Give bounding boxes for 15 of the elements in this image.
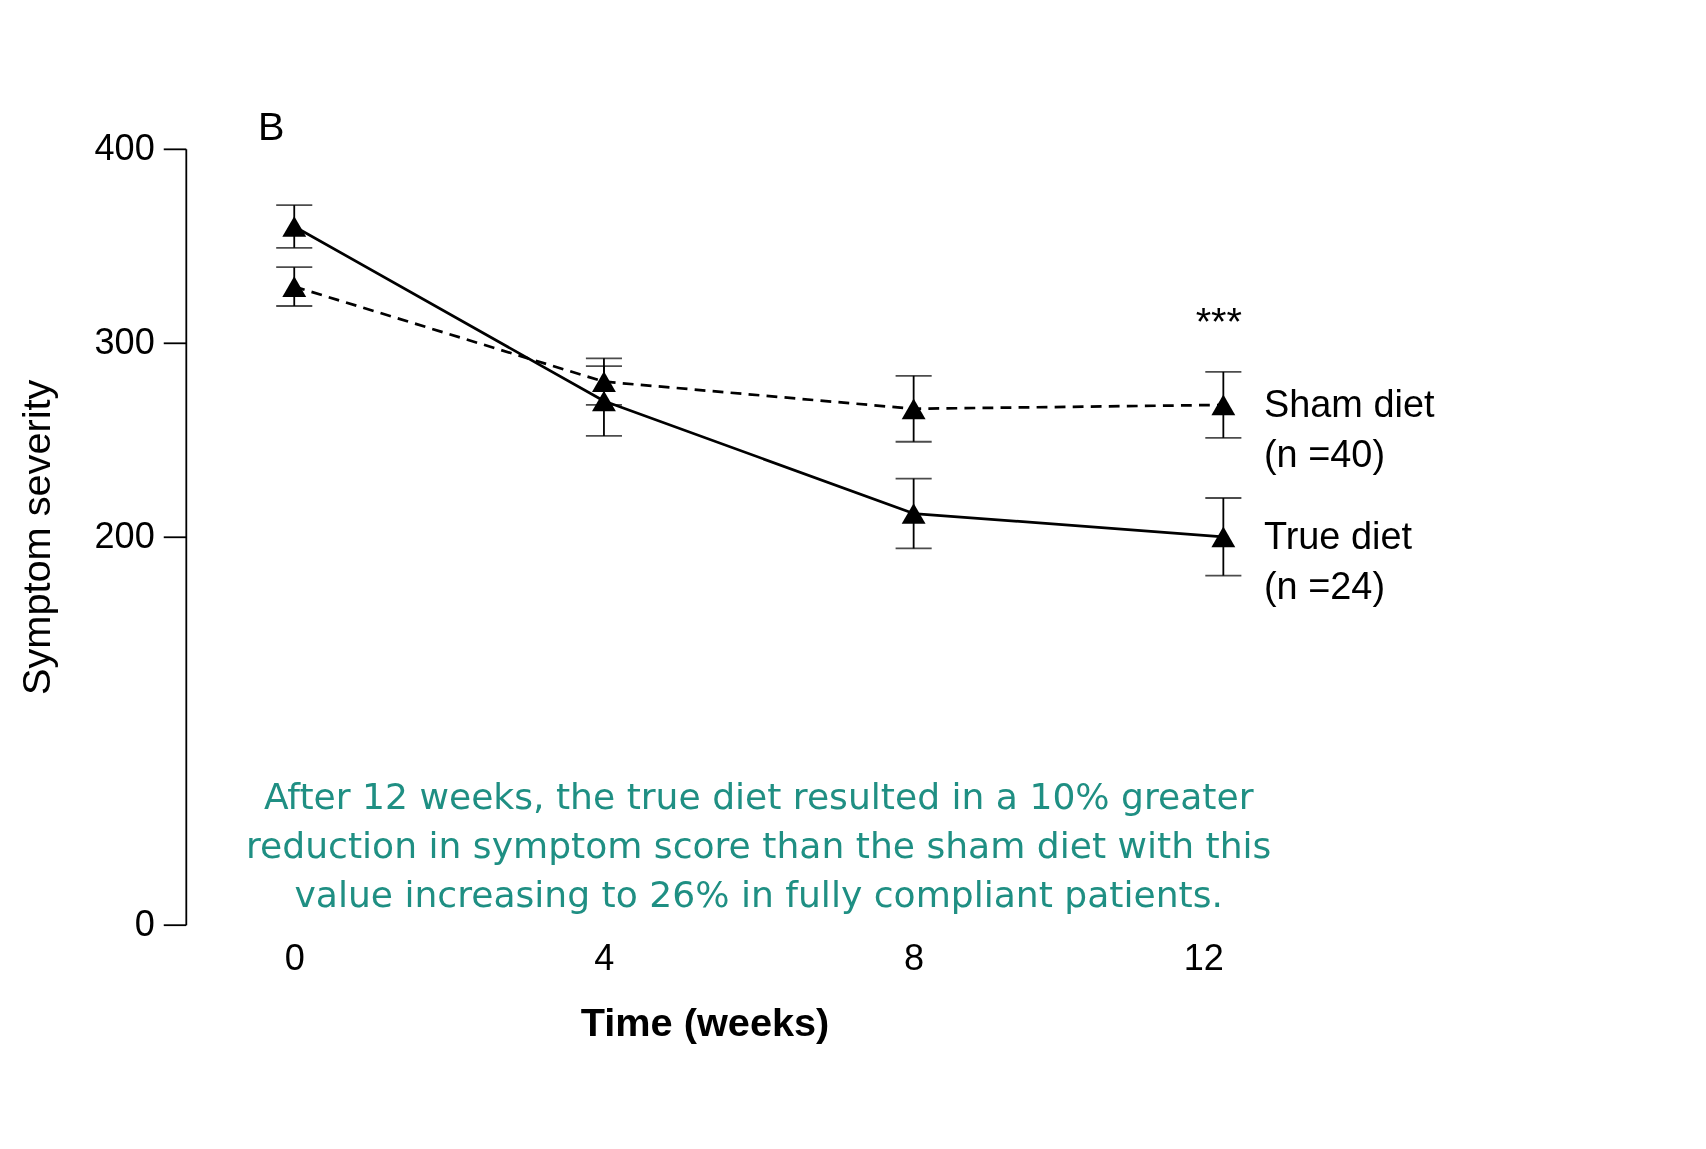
y-tick-label: 200	[94, 515, 155, 557]
annotation: ***	[1195, 298, 1242, 343]
y-axis-title: Symptom severity	[14, 379, 59, 695]
x-tick-label: 8	[904, 937, 925, 979]
annotation: After 12 weeks, the true diet resulted in a 10% greater reduction in symptom score than the sham diet with this value increasing to 26% in fully compliant patients.	[246, 776, 1272, 916]
text: B	[258, 103, 285, 148]
series-label: True diet (n =24)	[1263, 514, 1413, 608]
y-tick-label: 300	[94, 321, 155, 363]
x-tick-label: 0	[284, 937, 305, 979]
x-axis-title: Time (weeks)	[580, 1000, 830, 1045]
x-tick-label: 4	[594, 937, 615, 979]
series-label: Sham diet (n =40)	[1263, 382, 1435, 476]
x-tick-label: 12	[1183, 937, 1224, 979]
y-tick-label: 0	[134, 903, 155, 945]
y-tick-label: 400	[94, 127, 155, 169]
